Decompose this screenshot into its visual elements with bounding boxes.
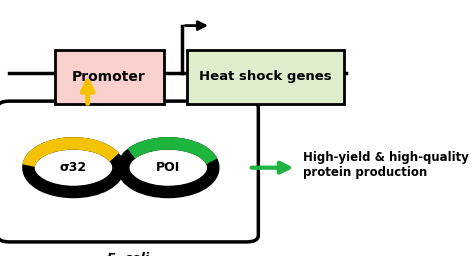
FancyBboxPatch shape xyxy=(55,50,164,104)
FancyBboxPatch shape xyxy=(187,50,344,104)
Text: POI: POI xyxy=(156,161,181,174)
Text: Heat shock genes: Heat shock genes xyxy=(199,70,332,83)
Text: High-yield & high-quality
protein production: High-yield & high-quality protein produc… xyxy=(303,151,469,179)
Text: Promoter: Promoter xyxy=(72,70,146,84)
Text: σ32: σ32 xyxy=(60,161,87,174)
FancyBboxPatch shape xyxy=(0,101,258,242)
Text: E. coli: E. coli xyxy=(107,252,149,256)
